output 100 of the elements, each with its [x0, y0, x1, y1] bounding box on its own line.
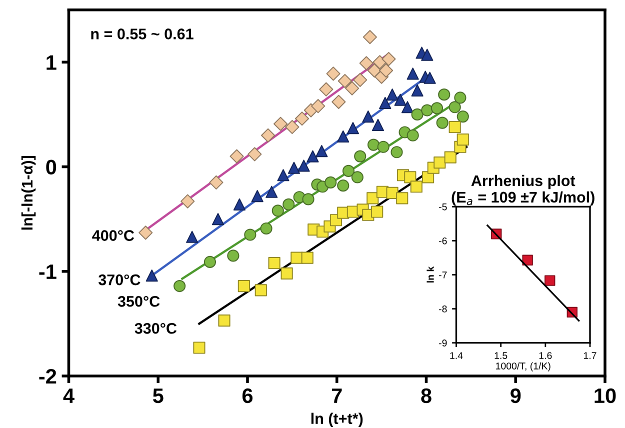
- point: [180, 194, 195, 208]
- point: [261, 128, 276, 142]
- point: [454, 92, 466, 104]
- point: [544, 275, 556, 286]
- point: [430, 102, 444, 114]
- y-tick-label: -8: [439, 306, 447, 312]
- point: [174, 280, 186, 292]
- point: [244, 228, 256, 241]
- point: [301, 252, 314, 264]
- point: [266, 186, 278, 198]
- series-label: 350°C: [118, 296, 160, 307]
- point: [290, 252, 303, 264]
- point: [268, 256, 280, 270]
- x-tick-label: 6: [242, 388, 253, 404]
- point: [401, 101, 414, 114]
- point: [254, 284, 267, 296]
- y-axis-title: ln[-ln(1-α)]: [21, 156, 36, 230]
- point: [272, 204, 284, 217]
- point: [353, 72, 368, 87]
- point: [251, 190, 264, 202]
- point: [379, 96, 392, 109]
- point: [186, 230, 198, 243]
- point: [410, 180, 422, 193]
- y-tick-label: -7: [439, 272, 447, 278]
- y-tick-label: 0: [46, 160, 56, 175]
- point: [456, 110, 469, 123]
- point: [311, 99, 326, 114]
- x-tick-label: 8: [421, 388, 432, 404]
- point: [406, 68, 419, 80]
- point: [377, 140, 390, 153]
- x-tick-label: 1.5: [494, 352, 508, 359]
- point: [351, 171, 364, 184]
- point: [394, 94, 406, 106]
- x-tick-label: 10: [594, 388, 616, 404]
- series-label: 400°C: [92, 230, 134, 241]
- point: [390, 146, 403, 158]
- y-tick-label: -6: [439, 237, 447, 244]
- point: [324, 176, 337, 188]
- point: [371, 206, 384, 218]
- y-tick-label: -9: [439, 340, 447, 346]
- point: [337, 130, 350, 142]
- point: [522, 254, 533, 266]
- point: [138, 226, 153, 240]
- point: [382, 52, 396, 66]
- y-tick-label: -1: [39, 264, 56, 279]
- point: [280, 267, 293, 280]
- y-tick-label: -5: [439, 204, 447, 210]
- point: [302, 193, 314, 206]
- point: [230, 149, 244, 164]
- point: [209, 175, 224, 190]
- point: [306, 150, 319, 162]
- series-label: 370°C: [98, 274, 140, 286]
- point: [362, 30, 377, 44]
- point: [421, 48, 434, 61]
- y-tick-label: 1: [46, 55, 56, 70]
- x-axis-title: 1000/T, (1/K): [496, 362, 550, 372]
- x-tick-label: 1.7: [584, 352, 596, 359]
- point: [386, 88, 398, 101]
- point: [326, 66, 340, 81]
- x-tick-label: 1.6: [539, 352, 552, 359]
- point: [227, 250, 240, 262]
- point: [332, 94, 346, 109]
- point: [337, 180, 350, 192]
- point: [456, 134, 469, 146]
- point: [448, 120, 461, 134]
- point: [354, 150, 366, 162]
- point: [436, 116, 448, 129]
- point: [274, 116, 288, 131]
- point: [444, 151, 456, 164]
- x-axis-title: ln (t+t*): [311, 412, 363, 428]
- point: [338, 74, 352, 88]
- point: [362, 110, 374, 123]
- point: [204, 256, 216, 268]
- x-tick-label: 5: [152, 388, 164, 404]
- point: [212, 213, 224, 226]
- point: [396, 192, 408, 204]
- point: [288, 162, 300, 174]
- point: [218, 314, 230, 327]
- x-tick-label: 1.4: [450, 352, 463, 359]
- x-tick-label: 7: [332, 388, 342, 403]
- point: [294, 112, 310, 126]
- point: [282, 198, 295, 210]
- series-label: 330°C: [134, 322, 177, 334]
- point: [277, 169, 290, 182]
- point: [146, 270, 158, 282]
- chart-title: Arrhenius plot (E$_{a}$ = 109 ±7 kJ/mol): [452, 174, 594, 206]
- point: [367, 138, 380, 151]
- point: [421, 104, 434, 116]
- point: [424, 72, 436, 84]
- annotation: n = 0.55 ~ 0.61: [91, 28, 194, 40]
- point: [386, 186, 398, 199]
- point: [345, 81, 360, 96]
- point: [193, 342, 206, 354]
- point: [319, 82, 334, 96]
- point: [434, 156, 446, 169]
- x-tick-label: 9: [510, 388, 521, 404]
- point: [406, 129, 419, 142]
- point: [448, 101, 461, 114]
- point: [411, 84, 424, 96]
- y-axis-title: ln k: [426, 266, 434, 282]
